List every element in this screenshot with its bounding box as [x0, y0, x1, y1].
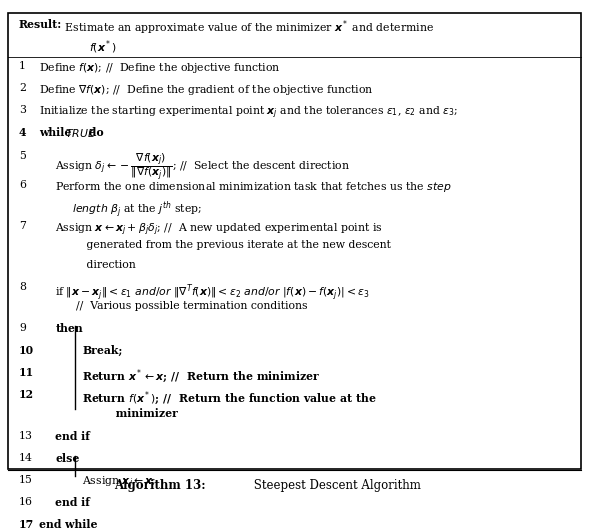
- Text: else: else: [55, 453, 80, 464]
- Text: then: then: [55, 323, 83, 334]
- Text: Perform the one dimensional minimization task that fetches us the $\mathit{step}: Perform the one dimensional minimization…: [55, 180, 452, 194]
- Text: 1: 1: [19, 61, 26, 71]
- Text: Result:: Result:: [19, 19, 62, 30]
- Text: Initialize the starting experimental point $\boldsymbol{x}_j$ and the tolerances: Initialize the starting experimental poi…: [39, 105, 458, 121]
- Text: 16: 16: [19, 497, 33, 507]
- Text: Assign $\boldsymbol{x} \leftarrow \boldsymbol{x}_j + \beta_j\delta_j$; //  A new: Assign $\boldsymbol{x} \leftarrow \bolds…: [55, 221, 383, 238]
- Text: while: while: [39, 127, 75, 138]
- Text: direction: direction: [55, 259, 136, 269]
- Text: $\mathit{TRUE}$: $\mathit{TRUE}$: [65, 127, 95, 139]
- Text: do: do: [85, 127, 103, 138]
- Text: 12: 12: [19, 389, 34, 400]
- Text: 10: 10: [19, 345, 34, 356]
- Text: 17: 17: [19, 519, 34, 528]
- Text: 14: 14: [19, 453, 33, 463]
- Text: //  Various possible termination conditions: // Various possible termination conditio…: [55, 301, 308, 311]
- Text: generated from the previous iterate at the new descent: generated from the previous iterate at t…: [55, 240, 391, 250]
- Text: $f(\boldsymbol{x}^*)$: $f(\boldsymbol{x}^*)$: [58, 38, 116, 56]
- Text: 13: 13: [19, 431, 33, 441]
- Text: minimizer: minimizer: [82, 408, 178, 419]
- Text: Algorithm 13:: Algorithm 13:: [114, 479, 206, 492]
- Text: Define $\nabla f(\boldsymbol{x})$; //  Define the gradient of the objective func: Define $\nabla f(\boldsymbol{x})$; // De…: [39, 83, 374, 97]
- Text: 11: 11: [19, 367, 34, 378]
- Text: Steepest Descent Algorithm: Steepest Descent Algorithm: [250, 479, 421, 492]
- Text: Return $\boldsymbol{x}^* \leftarrow \boldsymbol{x}$; //  Return the minimizer: Return $\boldsymbol{x}^* \leftarrow \bol…: [82, 367, 320, 385]
- Text: 15: 15: [19, 475, 33, 485]
- Text: end while: end while: [39, 519, 98, 528]
- Text: if $\|\boldsymbol{x} - \boldsymbol{x}_j\| < \epsilon_1$ $\mathit{and/or}$ $\|\na: if $\|\boldsymbol{x} - \boldsymbol{x}_j\…: [55, 282, 370, 303]
- Text: $\mathit{length}$ $\beta_j$ at the $j^{th}$ step;: $\mathit{length}$ $\beta_j$ at the $j^{t…: [55, 199, 203, 220]
- Text: 9: 9: [19, 323, 26, 333]
- Text: Assign $\delta_j \leftarrow -\dfrac{\nabla f(\boldsymbol{x}_j)}{\|\nabla f(\bold: Assign $\delta_j \leftarrow -\dfrac{\nab…: [55, 150, 350, 182]
- Text: end if: end if: [55, 497, 90, 508]
- Text: 7: 7: [19, 221, 26, 231]
- Text: Break;: Break;: [82, 345, 123, 356]
- Text: 3: 3: [19, 105, 26, 115]
- Text: 6: 6: [19, 180, 26, 190]
- FancyBboxPatch shape: [8, 13, 581, 469]
- Text: Assign $\boldsymbol{x}_j \leftarrow \boldsymbol{x}$;: Assign $\boldsymbol{x}_j \leftarrow \bol…: [82, 475, 157, 491]
- Text: 5: 5: [19, 150, 26, 161]
- Text: Define $f(\boldsymbol{x})$; //  Define the objective function: Define $f(\boldsymbol{x})$; // Define th…: [39, 61, 281, 75]
- Text: 2: 2: [19, 83, 26, 93]
- Text: Return $f(\boldsymbol{x}^*)$; //  Return the function value at the: Return $f(\boldsymbol{x}^*)$; // Return …: [82, 389, 377, 407]
- Text: Estimate an approximate value of the minimizer $\boldsymbol{x}^*$ and determine: Estimate an approximate value of the min…: [58, 19, 434, 37]
- Text: end if: end if: [55, 431, 90, 442]
- Text: 8: 8: [19, 282, 26, 292]
- Text: 4: 4: [19, 127, 27, 138]
